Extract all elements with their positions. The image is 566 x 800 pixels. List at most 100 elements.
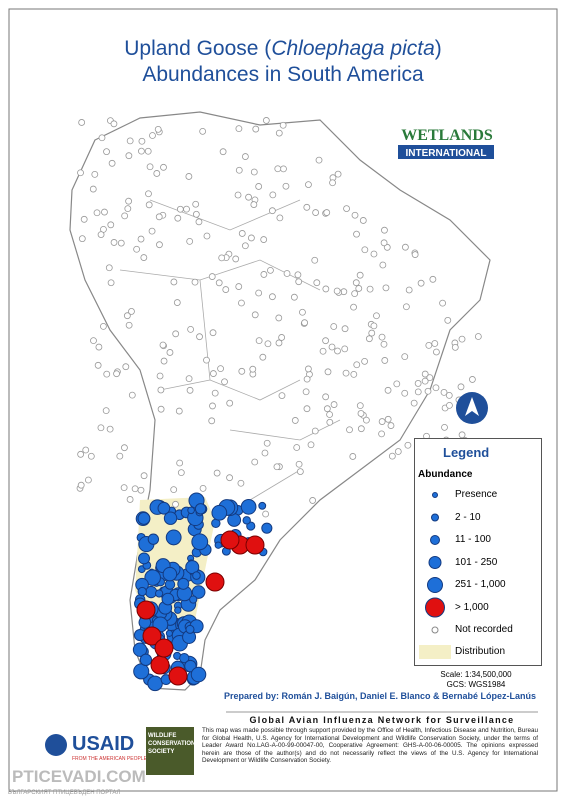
site-not-recorded [237,479,245,487]
site-abundance [211,504,228,521]
site-not-recorded [402,303,410,311]
site-not-recorded [209,402,216,410]
site-not-recorded [278,334,286,341]
site-high [154,638,174,658]
site-not-recorded [173,299,181,306]
site-abundance [165,629,173,637]
site-not-recorded [157,386,165,394]
site-not-recorded [153,170,161,177]
site-abundance [137,586,147,597]
site-not-recorded [294,271,302,279]
site-not-recorded [303,375,311,383]
site-not-recorded [303,405,311,413]
footnote: This map was made possible through suppo… [202,727,538,765]
site-not-recorded [174,214,182,222]
site-not-recorded [410,399,418,407]
site-not-recorded [103,370,111,378]
site-not-recorded [226,474,233,482]
site-abundance [137,512,151,525]
site-abundance [132,642,148,657]
site-not-recorded [424,387,432,395]
site-not-recorded [255,183,263,190]
site-not-recorded [370,250,378,258]
site-not-recorded [140,472,148,480]
legend-label: 251 - 1,000 [455,579,506,590]
site-not-recorded [199,127,207,135]
site-not-recorded [404,441,412,449]
site-not-recorded [356,402,364,410]
legend-label: Distribution [455,646,506,657]
site-not-recorded [355,285,363,292]
watermark-sub: БЪЛГАРСКИЯТ ПТИЦЕВЪДЕН ПОРТАЛ [8,790,121,796]
site-not-recorded [279,121,287,129]
site-abundance [185,624,195,634]
site-not-recorded [388,452,396,460]
site-not-recorded [290,293,298,301]
site-not-recorded [278,392,286,399]
site-not-recorded [426,374,434,382]
site-not-recorded [326,418,334,426]
site-not-recorded [262,117,270,124]
site-abundance [138,552,150,565]
legend-symbol [425,597,445,618]
site-not-recorded [128,391,136,399]
legend-symbol [432,492,438,498]
site-not-recorded [87,452,95,460]
site-not-recorded [222,286,230,293]
site-not-recorded [117,239,125,247]
legend-label: Not recorded [455,624,513,635]
site-not-recorded [380,340,388,348]
site-not-recorded [177,469,185,477]
site-not-recorded [380,239,388,247]
usaid-seal [45,734,67,756]
site-abundance [191,585,206,599]
site-not-recorded [251,311,259,319]
site-not-recorded [238,299,245,307]
site-not-recorded [144,147,152,155]
site-not-recorded [326,411,333,418]
scale: Scale: 1:34,500,000 [440,670,512,679]
site-not-recorded [302,388,310,396]
site-not-recorded [275,339,283,347]
site-not-recorded [125,152,133,160]
site-not-recorded [353,230,360,238]
site-abundance [240,498,257,515]
site-not-recorded [156,372,164,380]
site-not-recorded [235,125,243,133]
site-abundance [191,533,209,551]
site-not-recorded [468,376,476,383]
site-not-recorded [381,226,388,234]
site-abundance [144,569,161,586]
site-not-recorded [175,407,183,415]
site-not-recorded [457,383,465,391]
wcs-text: WILDLIFE CONSERVATION SOCIETY [148,733,196,755]
site-not-recorded [195,218,203,226]
site-not-recorded [446,401,453,409]
site-high [245,535,265,555]
site-not-recorded [341,325,349,333]
site-not-recorded [401,243,409,251]
site-not-recorded [241,153,249,160]
site-not-recorded [145,201,153,209]
site-not-recorded [264,340,272,348]
site-not-recorded [123,312,131,320]
site-abundance [258,501,267,510]
site-not-recorded [342,369,350,377]
legend-swatch [419,645,451,659]
site-not-recorded [357,410,365,417]
site-not-recorded [269,293,276,301]
site-not-recorded [93,209,101,217]
site-abundance [147,533,160,545]
site-not-recorded [373,312,380,320]
site-not-recorded [78,119,86,126]
legend-symbol [430,535,440,545]
site-not-recorded [330,323,338,330]
site-not-recorded [333,287,341,295]
site-not-recorded [322,285,330,293]
site-abundance [187,506,195,515]
legend-label: Presence [455,489,498,500]
site-not-recorded [433,348,440,356]
site-high [142,626,162,646]
site-not-recorded [262,510,270,518]
